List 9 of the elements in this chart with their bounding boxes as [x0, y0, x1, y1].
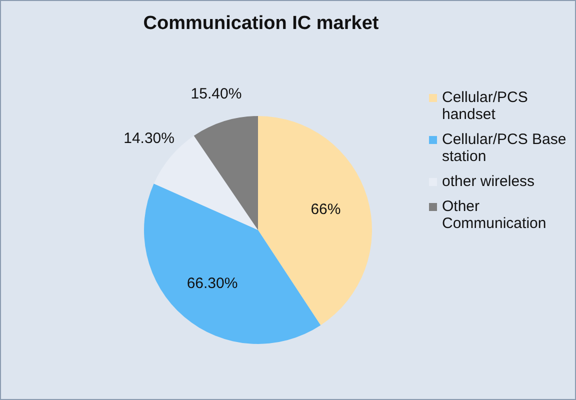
data-label: 15.40% [190, 85, 242, 102]
legend-label: Other Communication [442, 198, 548, 232]
data-label: 14.30% [124, 130, 174, 148]
data-label: 66% [310, 200, 341, 218]
legend-label: Cellular/PCS Base station [442, 131, 568, 165]
legend-label: other wireless [442, 173, 535, 190]
legend-label: Cellular/PCS handset [442, 89, 529, 123]
chart-title: Communication IC market [142, 13, 380, 35]
data-label: 66.30% [186, 275, 238, 292]
